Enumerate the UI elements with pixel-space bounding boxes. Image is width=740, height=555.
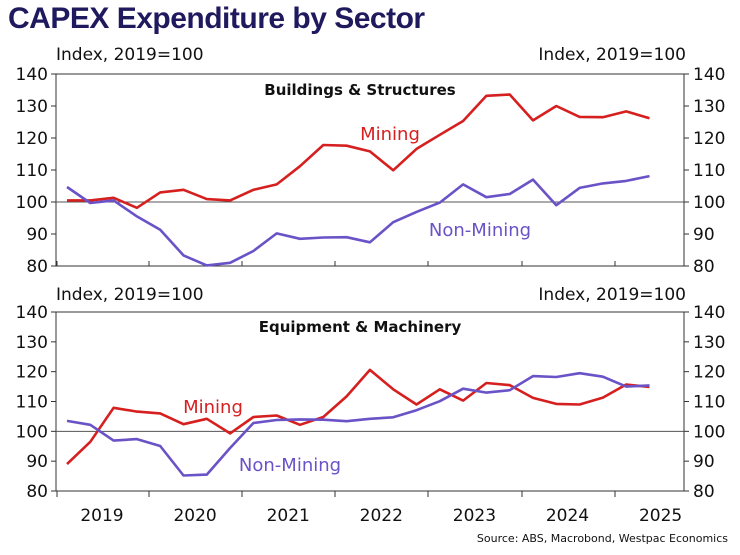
y-tick-label-left: 130 — [16, 97, 48, 117]
y-tick-label-left: 120 — [16, 129, 48, 149]
series-line-non-mining — [66, 371, 650, 477]
y-tick-label-left: 120 — [16, 363, 48, 383]
y-tick-label-right: 130 — [693, 333, 725, 353]
y-tick-label-right: 120 — [693, 129, 725, 149]
series-label-mining: Mining — [360, 124, 420, 145]
panel-buildings-structures: 80 80 90 90 100 100 110 110 120 120 130 130 140 140 In… — [16, 45, 726, 277]
x-tick-label: 2023 — [453, 506, 496, 526]
x-tick-label: 2020 — [173, 506, 216, 526]
x-tick-label: 2019 — [80, 506, 123, 526]
y-tick-label-right: 130 — [693, 97, 725, 117]
y-tick-label-right: 80 — [693, 257, 715, 277]
y-tick-label-left: 140 — [16, 303, 48, 323]
y-tick-label-left: 100 — [16, 193, 48, 213]
y-tick-label-right: 90 — [693, 225, 715, 245]
y-tick-label-right: 100 — [693, 193, 725, 213]
y-tick-label-right: 140 — [693, 303, 725, 323]
x-tick-label: 2022 — [360, 506, 403, 526]
series-label-non-mining: Non-Mining — [239, 455, 341, 476]
y-tick-label-left: 110 — [16, 393, 48, 413]
plot-frame — [55, 73, 685, 267]
panel-title: Equipment & Machinery — [259, 318, 462, 336]
x-axis: 2019 2020 2021 2022 2023 2024 2025 — [56, 261, 682, 526]
y-tick-label-left: 130 — [16, 333, 48, 353]
y-tick-label-left: 100 — [16, 422, 48, 442]
panel-title: Buildings & Structures — [264, 81, 456, 99]
series-line-non-mining — [66, 174, 650, 267]
y-tick-label-right: 140 — [693, 65, 725, 85]
x-tick-label: 2024 — [546, 506, 589, 526]
y-tick-label-left: 80 — [26, 257, 48, 277]
panel-equipment-machinery: 80 80 90 90 100 100 110 110 120 120 130 130 140 140 In… — [16, 285, 726, 502]
y-tick-label-right: 90 — [693, 452, 715, 472]
y-tick-label-left: 140 — [16, 65, 48, 85]
y-tick-label-left: 90 — [26, 452, 48, 472]
y-tick-label-left: 80 — [26, 482, 48, 502]
y-tick-label-right: 100 — [693, 422, 725, 442]
chart-title: CAPEX Expenditure by Sector — [8, 2, 425, 35]
x-tick-label: 2021 — [267, 506, 310, 526]
source-note: Source: ABS, Macrobond, Westpac Economic… — [476, 532, 728, 545]
x-tick-label: 2025 — [639, 506, 682, 526]
y-axis-label-left: Index, 2019=100 — [56, 285, 204, 305]
series-line-mining — [66, 368, 650, 466]
y-tick-label-left: 110 — [16, 161, 48, 181]
y-tick-label-right: 110 — [693, 161, 725, 181]
series-label-non-mining: Non-Mining — [429, 220, 531, 241]
series-line-mining — [67, 93, 650, 210]
y-axis-label-right: Index, 2019=100 — [538, 45, 686, 65]
y-tick-label-right: 110 — [693, 393, 725, 413]
series-label-mining: Mining — [183, 397, 243, 418]
y-axis-label-right: Index, 2019=100 — [538, 285, 686, 305]
y-tick-label-left: 90 — [26, 225, 48, 245]
y-axis-label-left: Index, 2019=100 — [56, 45, 204, 65]
y-tick-label-right: 80 — [693, 482, 715, 502]
y-tick-label-right: 120 — [693, 363, 725, 383]
